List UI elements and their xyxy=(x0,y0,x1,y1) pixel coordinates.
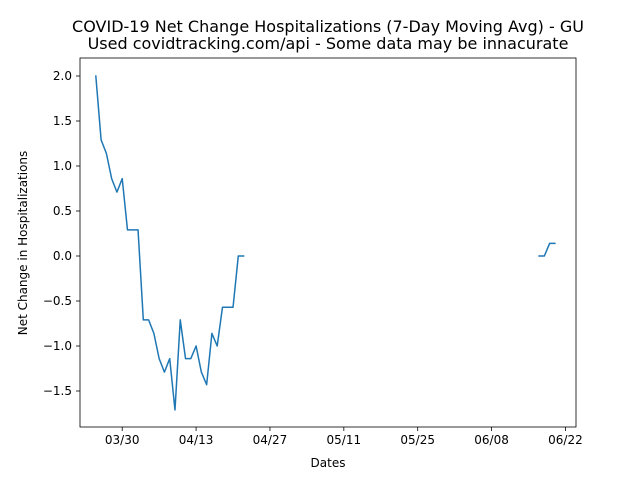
x-tick-label: 04/13 xyxy=(179,433,214,447)
y-tick-label: −0.5 xyxy=(43,294,72,308)
plot-area xyxy=(95,75,556,411)
y-tick-label: 0.5 xyxy=(53,204,72,218)
x-tick-label: 06/08 xyxy=(474,433,509,447)
chart-title: COVID-19 Net Change Hospitalizations (7-… xyxy=(72,17,584,36)
y-tick-label: 2.0 xyxy=(53,69,72,83)
x-tick-label: 03/30 xyxy=(105,433,140,447)
y-tick-label: 0.0 xyxy=(53,249,72,263)
y-tick-label: −1.0 xyxy=(43,339,72,353)
y-tick-label: 1.0 xyxy=(53,159,72,173)
y-axis-label: Net Change in Hospitalizations xyxy=(16,151,30,336)
x-tick-label: 06/22 xyxy=(548,433,583,447)
x-tick-label: 04/27 xyxy=(253,433,288,447)
y-axis-ticks: −1.5 −1.0 −0.5 0.0 0.5 1.0 1.5 2.0 xyxy=(43,69,80,398)
x-tick-label: 05/25 xyxy=(400,433,435,447)
x-axis-ticks: 03/30 04/13 04/27 05/11 05/25 06/08 06/22 xyxy=(105,427,583,447)
chart-subtitle: Used covidtracking.com/api - Some data m… xyxy=(88,34,569,53)
series-line-segment xyxy=(538,242,556,257)
x-axis-label: Dates xyxy=(311,456,346,470)
axes-frame xyxy=(79,57,577,428)
x-tick-label: 05/11 xyxy=(327,433,362,447)
y-tick-label: −1.5 xyxy=(43,384,72,398)
y-tick-label: 1.5 xyxy=(53,114,72,128)
series-line-segment xyxy=(95,75,245,411)
